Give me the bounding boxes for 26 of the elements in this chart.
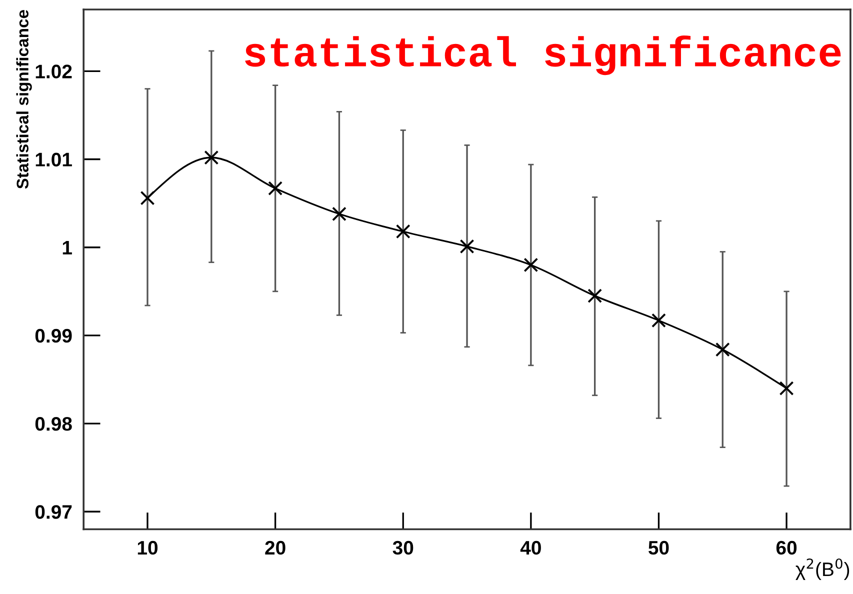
annotation: statistical significance — [245, 35, 841, 76]
point — [652, 313, 666, 328]
x-tick-label: 50 — [648, 540, 669, 555]
point — [460, 239, 474, 254]
point — [524, 258, 538, 272]
x-axis-title: χ$^{2}$(B$^{0}$) — [796, 558, 850, 580]
y-tick-label: 1 — [62, 241, 72, 254]
point — [588, 288, 602, 304]
x-tick-label: 30 — [392, 540, 414, 555]
y-tick-label: 0.98 — [35, 417, 72, 431]
point — [396, 224, 410, 239]
x-tick-label: 10 — [138, 540, 158, 555]
x-tick-label: 20 — [265, 540, 286, 555]
y-axis-title: Statistical significance — [16, 10, 32, 189]
point — [268, 181, 283, 196]
point — [332, 206, 346, 222]
y-tick-label: 0.97 — [35, 505, 72, 519]
y-tick-label: 0.99 — [35, 328, 72, 343]
point — [779, 381, 794, 396]
point — [715, 342, 730, 357]
x-tick-label: 60 — [776, 540, 797, 555]
y-tick-label: 1.02 — [36, 64, 72, 78]
x-tick-label: 40 — [520, 540, 541, 555]
y-tick-label: 1.01 — [36, 152, 72, 166]
point — [204, 150, 219, 165]
point — [140, 190, 155, 206]
